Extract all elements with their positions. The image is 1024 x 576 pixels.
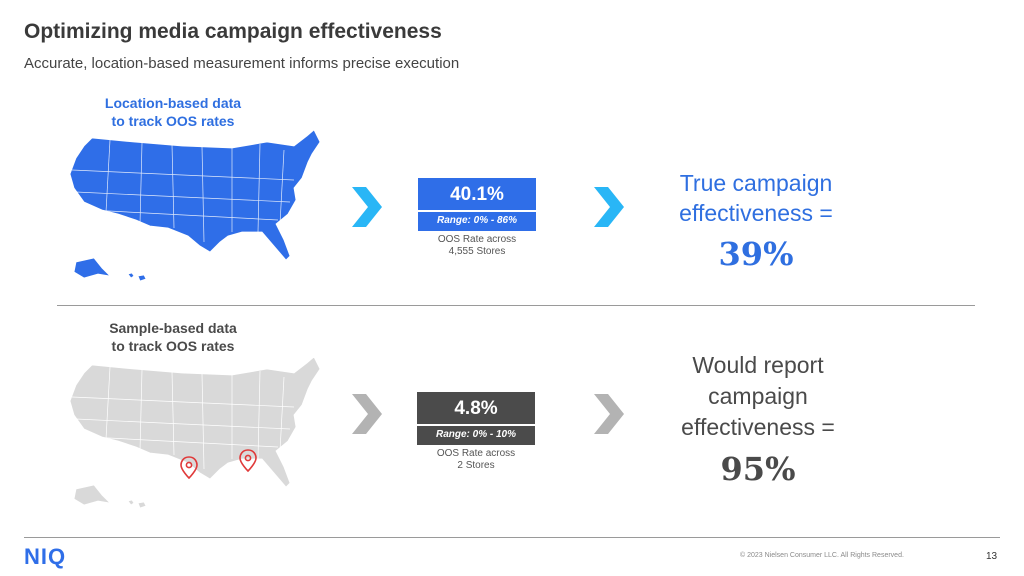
- us-map-location-based: [69, 129, 321, 282]
- us-mainland-shape: [69, 129, 321, 261]
- sample-caption-line1: OOS Rate across: [436, 448, 516, 459]
- chevron-right-icon: [594, 394, 624, 434]
- reported-effectiveness-result: Would report campaign effectiveness = 95…: [658, 350, 858, 491]
- alaska-shape: [73, 484, 112, 506]
- niq-logo: NIQ: [24, 544, 67, 569]
- location-caption-line1: OOS Rate across: [437, 234, 517, 245]
- page-number: 13: [986, 551, 998, 562]
- chevron-right-icon-shape: [352, 187, 382, 227]
- sample-stat-caption: OOS Rate across 2 Stores: [417, 448, 535, 472]
- us-mainland-shape: [69, 356, 321, 488]
- sample-caption-line2: 2 Stores: [457, 460, 495, 471]
- chevron-right-icon-shape: [594, 187, 624, 227]
- result-bottom-line2: campaign: [708, 383, 808, 409]
- location-caption-line2: 4,555 Stores: [448, 246, 506, 257]
- page-title: Optimizing media campaign effectiveness: [24, 20, 442, 43]
- page-subtitle: Accurate, location-based measurement inf…: [24, 55, 460, 72]
- result-top-line2: effectiveness =: [679, 200, 833, 226]
- hawaii-shape: [127, 272, 147, 282]
- chevron-right-icon-shape: [594, 394, 624, 434]
- true-effectiveness-result: True campaign effectiveness = 39%: [656, 168, 856, 276]
- sample-label-line1: Sample-based data: [109, 320, 237, 336]
- chevron-right-icon: [352, 394, 382, 434]
- result-bottom-line1: Would report: [692, 352, 824, 378]
- location-pin-icon: [239, 449, 257, 473]
- reported-effectiveness-value: 95%: [720, 450, 796, 488]
- chevron-right-icon: [352, 187, 382, 227]
- location-stat-range: Range: 0% - 86%: [418, 210, 536, 231]
- location-section-label: Location-based data to track OOS rates: [73, 94, 273, 130]
- location-stat-caption: OOS Rate across 4,555 Stores: [418, 234, 536, 258]
- location-label-line1: Location-based data: [104, 95, 242, 111]
- location-label-line2: to track OOS rates: [111, 113, 235, 129]
- section-divider: [57, 305, 975, 306]
- chevron-right-icon: [594, 187, 624, 227]
- result-top-line1: True campaign: [679, 170, 833, 196]
- us-map-sample-based: [69, 356, 321, 509]
- sample-label-line2: to track OOS rates: [111, 338, 235, 354]
- sample-section-label: Sample-based data to track OOS rates: [73, 319, 273, 355]
- hawaii-shape: [127, 499, 147, 509]
- alaska-shape: [73, 257, 112, 279]
- sample-stat-value: 4.8%: [454, 398, 498, 419]
- footer-divider: [24, 537, 1000, 538]
- copyright-text: © 2023 Nielsen Consumer LLC. All Rights …: [740, 552, 904, 559]
- sample-stat-box: 4.8% Range: 0% - 10% OOS Rate across 2 S…: [417, 392, 535, 472]
- location-stat-value: 40.1%: [450, 184, 504, 205]
- sample-stat-range: Range: 0% - 10%: [417, 424, 535, 445]
- result-bottom-line3: effectiveness =: [681, 414, 835, 440]
- chevron-right-icon-shape: [352, 394, 382, 434]
- true-effectiveness-value: 39%: [718, 235, 794, 273]
- location-stat-box: 40.1% Range: 0% - 86% OOS Rate across 4,…: [418, 178, 536, 258]
- location-pin-icon: [180, 456, 198, 480]
